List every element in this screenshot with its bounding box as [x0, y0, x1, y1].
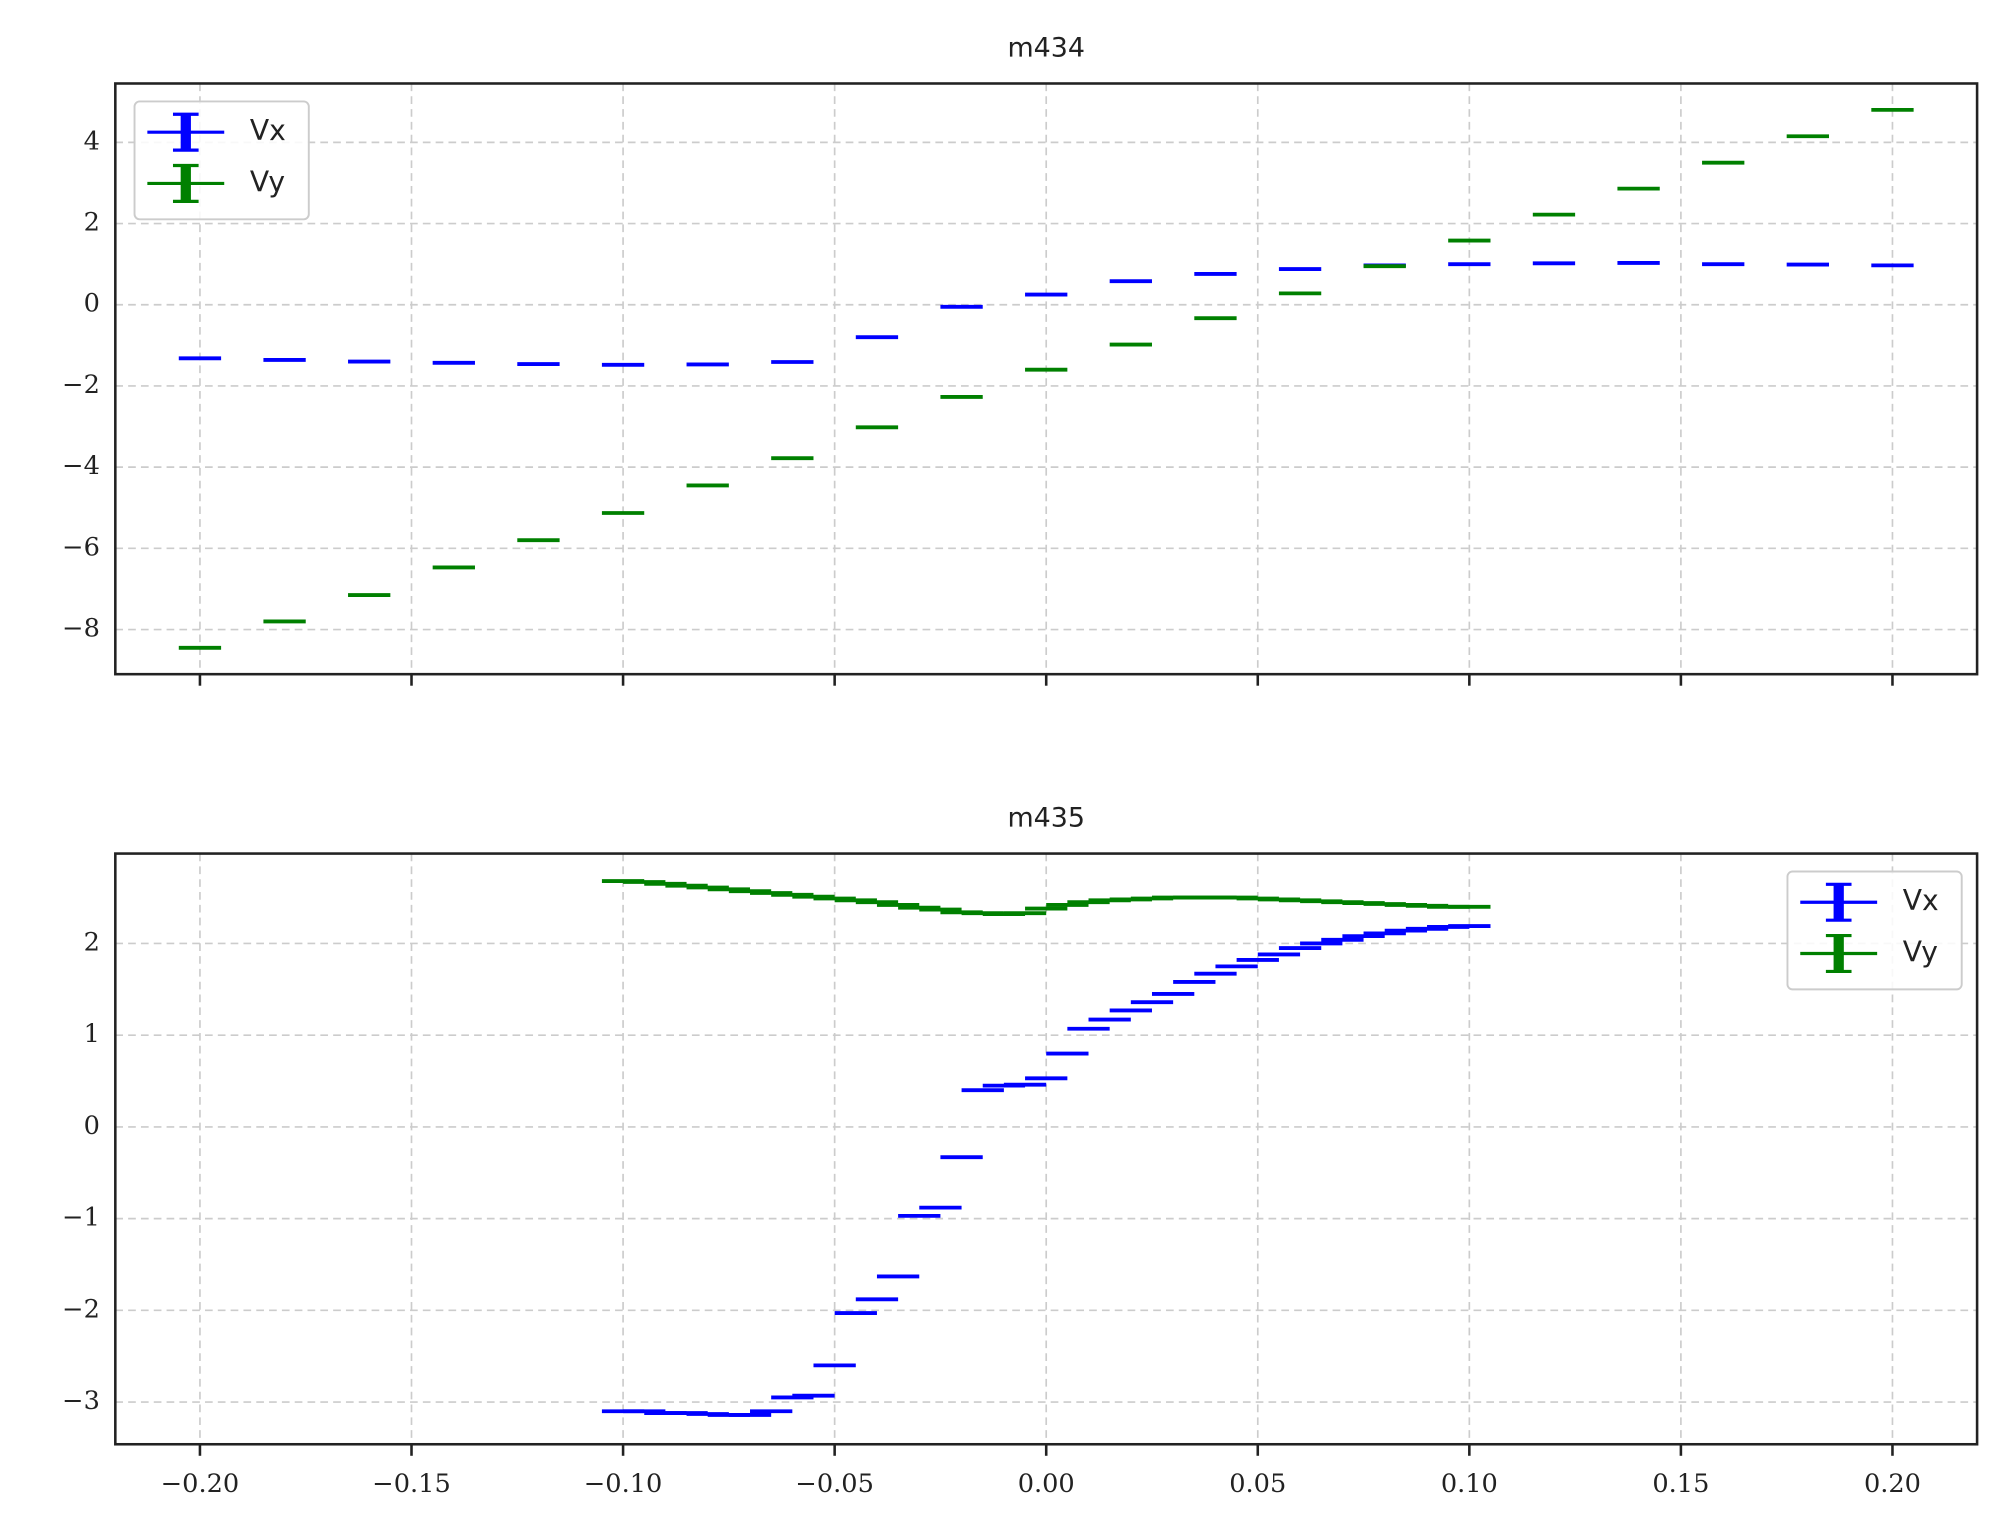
y-tick-label: 2 [84, 208, 100, 238]
axes-frame [114, 82, 1979, 676]
x-tick-label: −0.10 [584, 1469, 662, 1499]
legend-label: Vx [250, 114, 286, 147]
y-tick-label: 2 [84, 927, 100, 957]
y-tick-label: −2 [62, 370, 100, 400]
y-tick-label: 4 [84, 126, 100, 156]
y-tick-label: 1 [84, 1019, 100, 1049]
legend-label: Vy [250, 165, 285, 198]
legend-bar [180, 114, 191, 151]
axes: m435 −0.20 −0.15 −0.10 −0.05 0.00 0.05 0.10 0.15… [62, 802, 1979, 1499]
x-tick-label: 0.20 [1864, 1469, 1921, 1499]
legend-bar [1833, 884, 1844, 921]
x-tick-label: −0.05 [795, 1469, 873, 1499]
chart-title: m435 [1007, 802, 1085, 833]
x-tick-label: 0.00 [1018, 1469, 1075, 1499]
x-tick-label: −0.20 [161, 1469, 239, 1499]
y-tick-label: −1 [62, 1203, 100, 1233]
x-tick-label: −0.15 [372, 1469, 450, 1499]
legend-label: Vx [1903, 884, 1939, 917]
axes: m434 −8 −6 −4 −2 0 2 4 Vx Vy [62, 32, 1979, 686]
legend-label: Vy [1903, 936, 1938, 969]
y-tick-label: 0 [84, 1111, 100, 1141]
y-tick-label: 0 [84, 289, 100, 319]
y-tick-label: −3 [62, 1386, 100, 1416]
x-tick-label: 0.15 [1652, 1469, 1709, 1499]
y-tick-label: −2 [62, 1294, 100, 1324]
x-tick-label: 0.10 [1441, 1469, 1498, 1499]
y-tick-label: −6 [62, 532, 100, 562]
x-tick-label: 0.05 [1229, 1469, 1286, 1499]
legend-bar [1833, 935, 1844, 972]
chart-title: m434 [1007, 32, 1085, 63]
axes-frame [114, 852, 1979, 1446]
y-tick-label: −4 [62, 451, 100, 481]
y-tick-label: −8 [62, 614, 100, 644]
legend-bar [180, 165, 191, 202]
